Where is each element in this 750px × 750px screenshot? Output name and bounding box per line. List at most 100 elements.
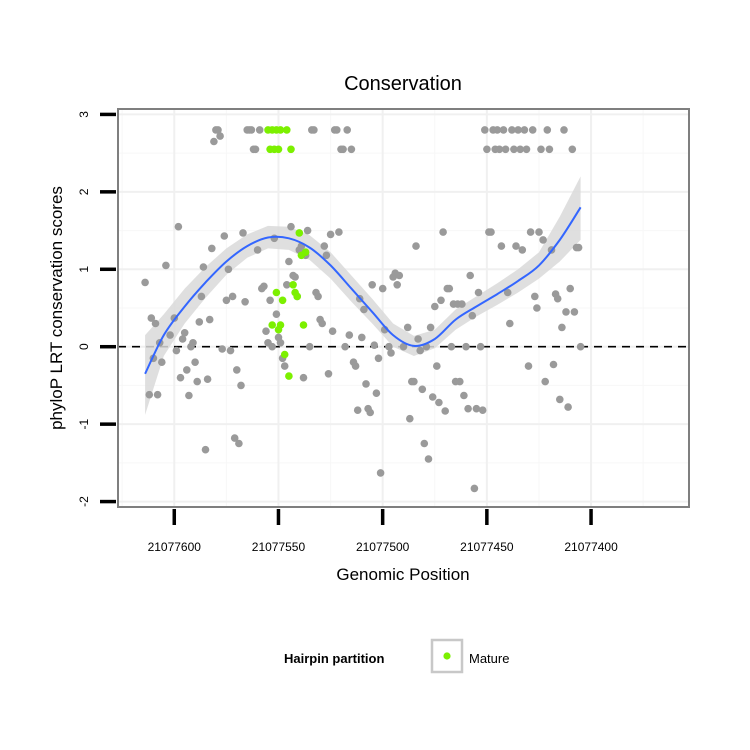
data-point <box>512 242 520 250</box>
mature-point <box>287 145 295 154</box>
data-point <box>412 242 420 250</box>
data-point <box>462 342 470 351</box>
data-point <box>151 319 160 328</box>
data-point <box>545 145 554 154</box>
data-point <box>341 342 349 351</box>
data-point <box>435 398 443 407</box>
data-point <box>268 342 277 351</box>
data-point <box>222 296 231 305</box>
data-point <box>353 406 362 415</box>
data-point <box>326 230 335 239</box>
data-point <box>262 327 270 336</box>
mature-point <box>293 292 302 301</box>
data-point <box>280 362 289 370</box>
data-point <box>208 244 216 253</box>
data-point <box>445 284 454 293</box>
data-point <box>158 358 166 367</box>
y-axis-title: phyloP LRT conservation scores <box>47 186 66 430</box>
data-point <box>237 381 245 390</box>
data-point <box>539 236 547 244</box>
data-point <box>410 377 418 386</box>
data-point <box>299 373 308 382</box>
data-point <box>185 391 193 400</box>
data-point <box>499 126 508 134</box>
data-point <box>460 391 468 400</box>
x-tick-label: 21077500 <box>356 540 410 554</box>
data-point <box>564 403 572 411</box>
data-point <box>493 126 502 134</box>
mature-point <box>276 126 285 134</box>
data-point <box>228 292 237 301</box>
data-point <box>226 346 235 355</box>
data-point <box>141 278 149 287</box>
data-point <box>303 226 312 235</box>
data-point <box>285 257 293 266</box>
mature-point <box>278 296 287 305</box>
data-point <box>560 126 568 134</box>
data-point <box>166 331 174 339</box>
data-point <box>378 284 387 293</box>
data-point <box>283 281 291 289</box>
data-point <box>553 294 562 303</box>
data-point <box>343 126 352 134</box>
data-point <box>516 145 524 154</box>
data-point <box>487 228 495 236</box>
data-point <box>566 284 574 293</box>
confidence-band <box>145 176 581 415</box>
data-point <box>387 349 395 357</box>
data-point <box>197 292 206 301</box>
data-point <box>272 310 281 319</box>
data-point <box>466 271 475 280</box>
data-point <box>431 302 439 311</box>
data-point <box>310 126 318 134</box>
x-axis: 21077600 21077550 21077500 21077450 21077400 <box>148 509 618 554</box>
data-point <box>374 354 383 363</box>
data-point <box>255 126 264 134</box>
data-point <box>291 273 299 281</box>
data-point <box>305 342 314 351</box>
data-point <box>481 126 489 134</box>
data-point <box>324 370 333 378</box>
data-point <box>203 375 212 384</box>
mature-point <box>280 350 289 359</box>
data-point <box>470 484 479 493</box>
data-point <box>145 390 154 399</box>
smooth-line <box>144 206 582 375</box>
data-point <box>472 404 481 413</box>
data-point <box>395 271 404 280</box>
data-point <box>205 315 214 324</box>
mature-point <box>272 288 281 297</box>
data-point <box>522 145 531 154</box>
plot-border <box>117 108 690 508</box>
data-point <box>351 362 360 370</box>
data-point <box>153 390 162 399</box>
data-point <box>199 263 208 271</box>
data-point <box>543 126 552 134</box>
data-point <box>476 342 485 351</box>
y-tick-label: -2 <box>77 496 91 507</box>
data-point <box>556 395 564 404</box>
y-tick-label: 1 <box>77 266 91 273</box>
data-point <box>376 469 385 477</box>
data-point <box>172 346 181 355</box>
data-point <box>535 228 543 236</box>
data-point <box>370 341 379 350</box>
data-point <box>220 232 229 240</box>
data-point <box>416 346 425 355</box>
data-point <box>183 366 191 374</box>
y-tick-label: 2 <box>77 188 91 195</box>
data-point <box>526 228 535 236</box>
mature-point <box>301 248 310 256</box>
data-point <box>441 407 450 415</box>
data-point <box>287 222 295 231</box>
data-point <box>358 333 366 342</box>
data-point <box>541 377 549 386</box>
data-point <box>328 327 337 336</box>
data-point <box>189 339 197 347</box>
legend-title: Hairpin partition <box>284 651 384 666</box>
data-point <box>439 228 447 236</box>
smooth-curve <box>144 206 582 375</box>
data-point <box>426 323 435 332</box>
legend-mature-swatch <box>443 652 451 660</box>
data-point <box>533 304 541 312</box>
